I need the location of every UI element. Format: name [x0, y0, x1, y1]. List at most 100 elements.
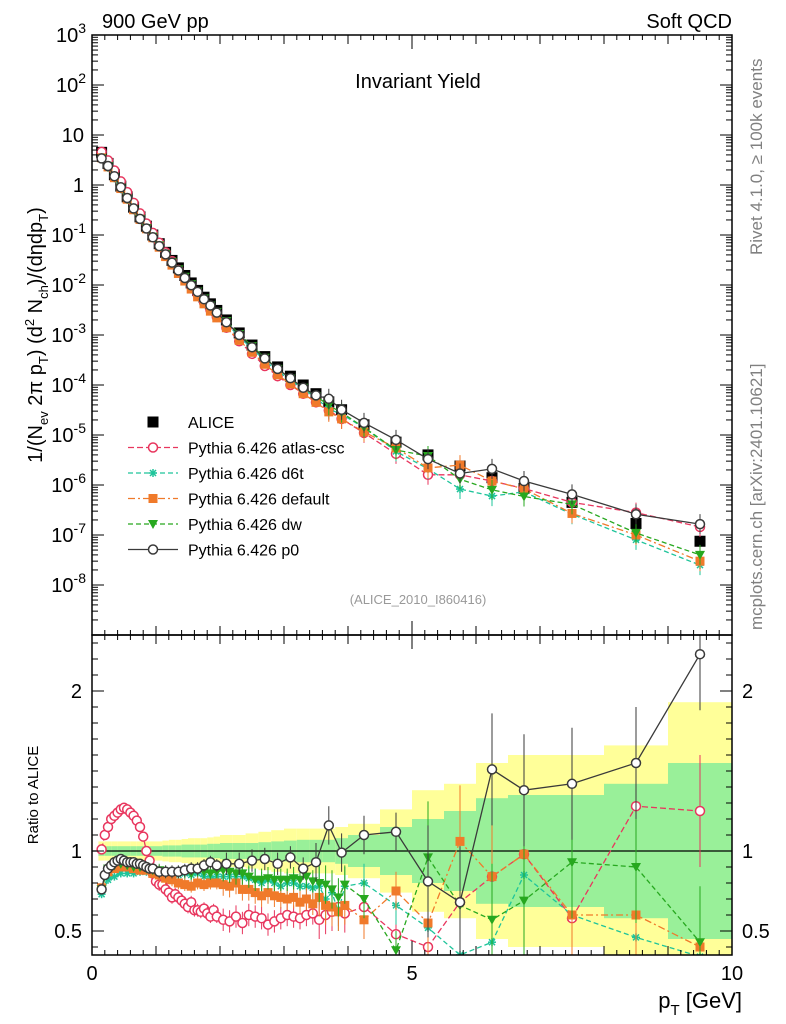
point-default: [298, 389, 308, 399]
point-p0: [358, 417, 370, 429]
point-alice: [694, 535, 706, 547]
legend-label: Pythia 6.426 d6t: [188, 466, 304, 483]
series-line-default: [101, 157, 701, 562]
ratio-point-p0: [259, 853, 271, 865]
ratio-point-default: [340, 900, 350, 910]
ratio-y-tick-label: 2: [71, 681, 82, 703]
point-p0: [233, 329, 245, 341]
ratio-point-p0: [221, 858, 232, 870]
ratio-point-p0: [310, 856, 322, 868]
y-tick-label: 10-4: [51, 370, 86, 397]
ratio-point-p0: [518, 784, 530, 796]
legend-label: Pythia 6.426 default: [188, 492, 330, 509]
x-axis-label: pT [GeV]: [658, 988, 742, 1019]
ratio-point-default: [295, 897, 305, 907]
point-p0: [192, 286, 203, 298]
point-p0: [566, 489, 578, 500]
ratio-point-default: [244, 884, 254, 894]
ratio-point-default: [276, 892, 286, 902]
ratio-plot-series: [96, 635, 706, 955]
point-dw: [631, 528, 641, 538]
point-p0: [102, 160, 114, 172]
ratio-point-p0: [630, 757, 642, 769]
point-default: [234, 335, 244, 345]
point-default: [260, 359, 270, 369]
legend-entry-dw: Pythia 6.426 dw: [128, 517, 302, 534]
y-tick-label: 103: [56, 20, 86, 47]
ratio-point-dw: [282, 875, 293, 885]
point-p0: [211, 307, 223, 318]
ratio-point-p0: [233, 858, 245, 870]
ratio-point-default: [455, 836, 465, 846]
ratio-point-dw: [519, 896, 529, 906]
point-p0: [147, 232, 159, 243]
legend-entry-p0: Pythia 6.426 p0: [128, 543, 299, 560]
ratio-point-default: [212, 878, 222, 888]
ratio-point-p0: [422, 876, 434, 887]
ratio-point-p0: [211, 860, 223, 871]
series-p0: [96, 153, 706, 535]
ratio-point-p0: [323, 820, 335, 831]
ratio-y-tick-label-right: 1: [742, 841, 753, 863]
ratio-point-p0: [454, 896, 466, 908]
y-tick-label: 10: [62, 125, 84, 147]
point-dw: [487, 485, 497, 495]
ratio-point-p0: [285, 852, 296, 863]
point-p0: [115, 182, 127, 193]
ratio-point-dw: [333, 893, 344, 903]
point-default: [221, 323, 231, 333]
point-p0: [166, 257, 178, 268]
ratio-point-default: [269, 891, 279, 901]
legend-label: Pythia 6.426 atlas-csc: [188, 441, 345, 458]
legend-label: ALICE: [188, 415, 234, 432]
legend-marker: [147, 544, 159, 555]
point-p0: [259, 353, 271, 364]
ratio-point-default: [391, 886, 401, 896]
legend-entry-atlas_csc: Pythia 6.426 atlas-csc: [128, 441, 345, 458]
legend-marker: [148, 494, 158, 503]
y-tick-label: 10-3: [51, 320, 86, 347]
ratio-point-default: [237, 884, 247, 894]
point-p0: [285, 372, 296, 384]
point-p0: [336, 404, 347, 415]
y-tick-label: 10-8: [51, 570, 86, 597]
ratio-point-dw: [295, 875, 305, 885]
point-p0: [128, 203, 139, 214]
ratio-point-p0: [566, 778, 578, 790]
ratio-y-tick-label: 1: [71, 841, 82, 863]
ratio-point-p0: [336, 847, 347, 858]
ratio-point-dw: [275, 875, 286, 885]
watermark: (ALICE_2010_I860416): [350, 592, 487, 607]
legend-entry-default: Pythia 6.426 default: [128, 492, 330, 509]
x-tick-label: 10: [721, 963, 743, 985]
ratio-y-tick-label-right: 2: [742, 681, 753, 703]
ratio-point-dw: [231, 869, 241, 879]
ratio-point-atlas_csc: [256, 912, 267, 924]
legend-marker: [149, 469, 157, 477]
ratio-point-default: [301, 894, 311, 904]
ratio-point-default: [167, 875, 177, 885]
ratio-point-default: [205, 878, 215, 888]
ratio-point-atlas_csc: [96, 844, 107, 855]
ratio-point-atlas_csc: [141, 845, 152, 857]
ratio-point-default: [225, 881, 235, 891]
ratio-point-dw: [301, 872, 312, 882]
ratio-point-dw: [327, 885, 337, 895]
ratio-point-dw: [391, 946, 401, 955]
point-p0: [694, 518, 706, 530]
point-p0: [323, 393, 335, 405]
point-p0: [160, 249, 171, 260]
ratio-point-dw: [269, 875, 280, 885]
ratio-point-dw: [359, 895, 369, 904]
series-d6t: [97, 155, 704, 576]
point-p0: [153, 240, 165, 252]
x-tick-label: 0: [86, 963, 97, 985]
point-p0: [518, 475, 530, 487]
point-p0: [454, 468, 466, 479]
ratio-point-default: [218, 880, 228, 890]
ratio-series-p0: [96, 635, 706, 955]
ratio-point-default: [186, 881, 196, 891]
legend: ALICE Pythia 6.426 atlas-csc Pythia 6.426 …: [128, 415, 345, 560]
ratio-point-default: [173, 878, 183, 888]
ratio-point-default: [321, 900, 331, 910]
